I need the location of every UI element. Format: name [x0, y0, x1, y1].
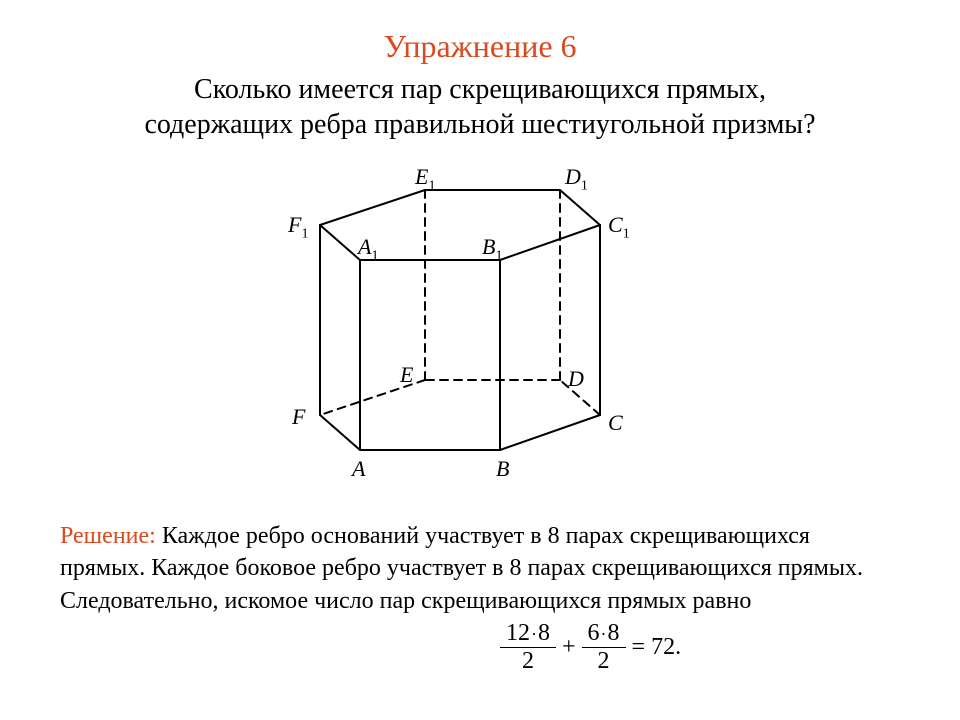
vertex-label-F1: F1 — [288, 212, 308, 242]
num-a: 12 — [506, 620, 530, 646]
question-text: Сколько имеется пар скрещивающихся прямы… — [50, 72, 910, 142]
fraction-2-denominator: 2 — [592, 648, 616, 675]
fraction-1-denominator: 2 — [516, 648, 540, 675]
vertex-label-A: A — [352, 456, 365, 482]
solution-block: Решение: Каждое ребро оснований участвуе… — [60, 520, 900, 617]
num-b: 8 — [608, 620, 620, 646]
plus-sign: + — [562, 634, 576, 661]
vertex-label-C: C — [608, 410, 623, 436]
question-line-2: содержащих ребра правильной шестиугольно… — [144, 109, 815, 140]
question-line-1: Сколько имеется пар скрещивающихся прямы… — [194, 74, 766, 105]
prism-svg — [260, 170, 700, 490]
solution-text: Каждое ребро оснований участвует в 8 пар… — [60, 523, 863, 614]
vertex-label-D1: D1 — [565, 164, 588, 194]
exercise-title: Упражнение 6 — [0, 28, 960, 65]
vertex-label-B1: B1 — [482, 234, 502, 264]
vertex-label-C1: C1 — [608, 212, 630, 242]
mult-dot-icon: · — [530, 624, 538, 644]
mult-dot-icon: · — [600, 624, 608, 644]
equals-sign: = — [632, 634, 646, 661]
fraction-2: 6·8 2 — [582, 620, 626, 675]
vertex-label-A1: A1 — [358, 234, 378, 264]
vertex-label-F: F — [292, 404, 305, 430]
formula-result: 72. — [651, 634, 681, 661]
solution-formula: 12·8 2 + 6·8 2 = 72. — [500, 620, 681, 675]
fraction-1-numerator: 12·8 — [500, 620, 556, 648]
fraction-1: 12·8 2 — [500, 620, 556, 675]
fraction-2-numerator: 6·8 — [582, 620, 626, 648]
num-b: 8 — [538, 620, 550, 646]
num-a: 6 — [588, 620, 600, 646]
vertex-label-E1: E1 — [415, 164, 435, 194]
vertex-label-D: D — [568, 366, 584, 392]
vertex-label-B: B — [496, 456, 509, 482]
solution-label: Решение: — [60, 523, 156, 549]
vertex-label-E: E — [400, 362, 413, 388]
prism-figure: E1D1F1C1A1B1EDFCAB — [260, 170, 700, 490]
slide-page: Упражнение 6 Сколько имеется пар скрещив… — [0, 0, 960, 720]
